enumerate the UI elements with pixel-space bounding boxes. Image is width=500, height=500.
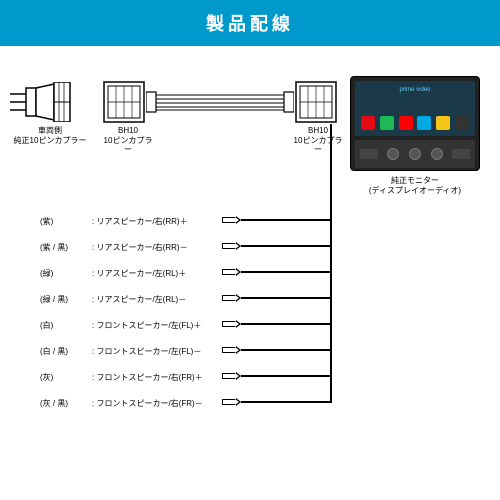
app-icon bbox=[436, 116, 450, 130]
cable-bundle-icon bbox=[146, 90, 294, 114]
branch-line bbox=[246, 401, 332, 403]
app-icon bbox=[417, 116, 431, 130]
app-icon bbox=[455, 116, 469, 130]
knob-icon bbox=[387, 148, 399, 160]
app-icon bbox=[399, 116, 413, 130]
vehicle-connector-label: 車両側 純正10ピンカプラー bbox=[10, 126, 90, 145]
wire-color-label: (紫 / 黒) bbox=[40, 242, 90, 253]
wire-color-label: (灰 / 黒) bbox=[40, 398, 90, 409]
bullet-connector-icon bbox=[222, 242, 246, 250]
vent-icon bbox=[452, 149, 470, 159]
wire-color-label: (白) bbox=[40, 320, 90, 331]
wire-desc-label: : フロントスピーカー/左(FL)＋ bbox=[92, 320, 201, 331]
bullet-connector-icon bbox=[222, 320, 246, 328]
header-bar: 製品配線 bbox=[0, 0, 500, 46]
bullet-connector-icon bbox=[222, 294, 246, 302]
bullet-connector-icon bbox=[222, 398, 246, 406]
monitor-unit: prime video bbox=[350, 76, 480, 171]
wire-desc-label: : リアスピーカー/右(RR)＋ bbox=[92, 216, 188, 227]
wiring-diagram: 車両側 純正10ピンカプラー BH10 10ピンカプラー BH10 10ピンカプ… bbox=[0, 46, 500, 498]
branch-line bbox=[246, 297, 332, 299]
wire-color-label: (灰) bbox=[40, 372, 90, 383]
app-icon bbox=[380, 116, 394, 130]
wire-desc-label: : リアスピーカー/左(RL)－ bbox=[92, 294, 186, 305]
bullet-connector-icon bbox=[222, 346, 246, 354]
branch-line bbox=[246, 219, 332, 221]
dash-controls bbox=[355, 140, 475, 168]
branch-line bbox=[246, 375, 332, 377]
bh10-right-label: BH10 10ピンカプラー bbox=[290, 126, 346, 155]
knob-icon bbox=[409, 148, 421, 160]
wire-color-label: (緑 / 黒) bbox=[40, 294, 90, 305]
wire-desc-label: : フロントスピーカー/右(FR)＋ bbox=[92, 372, 203, 383]
wire-desc-label: : リアスピーカー/右(RR)－ bbox=[92, 242, 188, 253]
bullet-connector-icon bbox=[222, 372, 246, 380]
wire-color-label: (紫) bbox=[40, 216, 90, 227]
trunk-line bbox=[330, 124, 332, 402]
vehicle-connector-icon bbox=[10, 82, 74, 122]
app-row bbox=[355, 116, 475, 130]
bh10-left-label: BH10 10ピンカプラー bbox=[100, 126, 156, 155]
branch-line bbox=[246, 323, 332, 325]
wire-desc-label: : リアスピーカー/左(RL)＋ bbox=[92, 268, 186, 279]
branch-line bbox=[246, 271, 332, 273]
app-icon bbox=[361, 116, 375, 130]
monitor-label: 純正モニター (ディスプレイオーディオ) bbox=[350, 176, 480, 195]
branch-line bbox=[246, 245, 332, 247]
prime-video-logo: prime video bbox=[355, 87, 475, 93]
bullet-connector-icon bbox=[222, 268, 246, 276]
bh10-left-connector-icon bbox=[102, 80, 146, 124]
wire-color-label: (白 / 黒) bbox=[40, 346, 90, 357]
bh10-right-connector-icon bbox=[294, 80, 338, 124]
wire-color-label: (緑) bbox=[40, 268, 90, 279]
header-title: 製品配線 bbox=[206, 14, 294, 34]
vent-icon bbox=[360, 149, 378, 159]
wire-desc-label: : フロントスピーカー/右(FR)－ bbox=[92, 398, 203, 409]
bullet-connector-icon bbox=[222, 216, 246, 224]
knob-icon bbox=[431, 148, 443, 160]
branch-line bbox=[246, 349, 332, 351]
wire-desc-label: : フロントスピーカー/左(FL)－ bbox=[92, 346, 201, 357]
monitor-screen: prime video bbox=[355, 81, 475, 136]
